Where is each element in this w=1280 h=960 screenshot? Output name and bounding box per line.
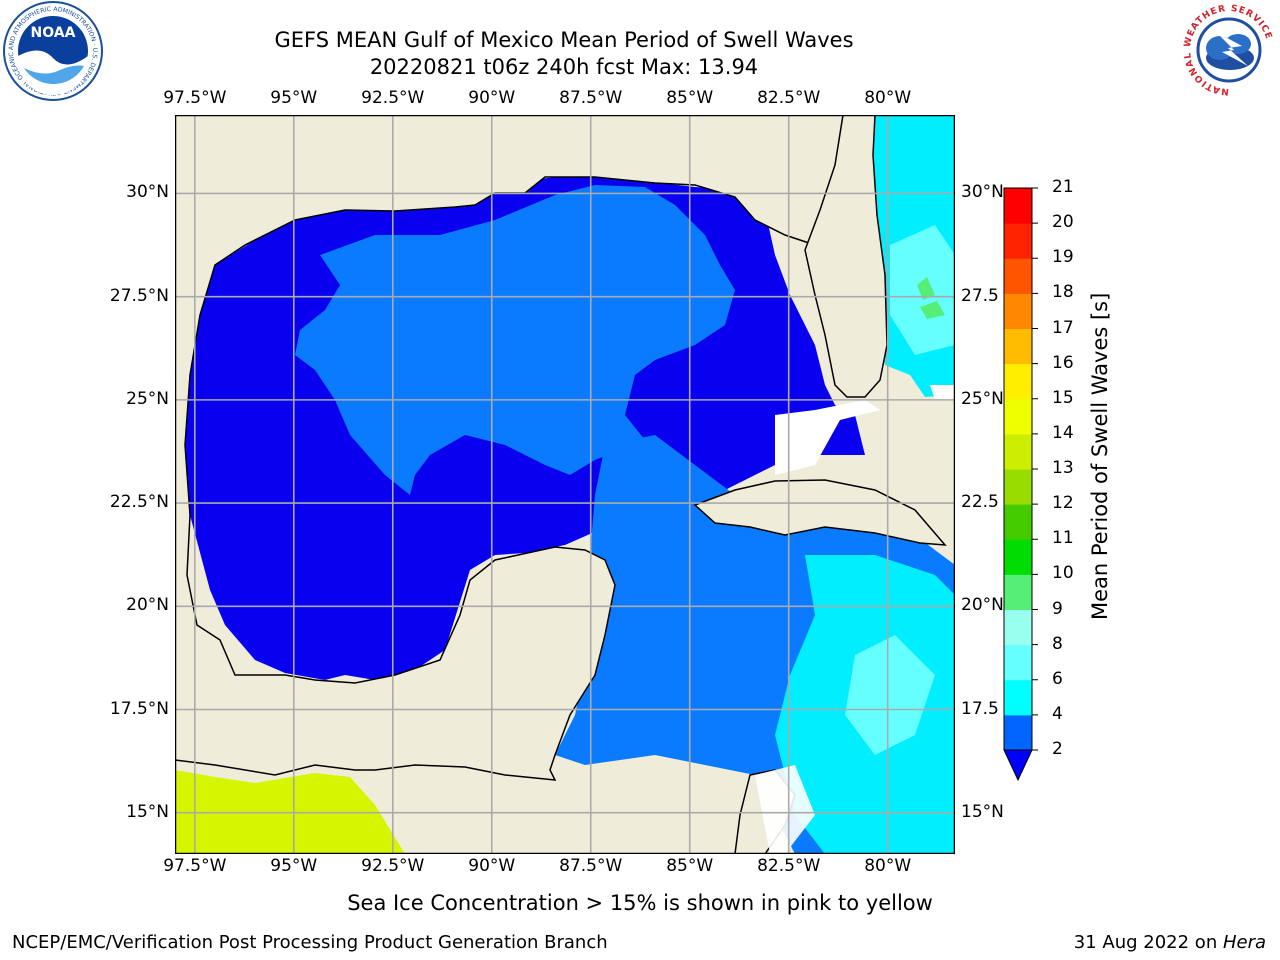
graticule (175, 115, 955, 854)
colorbar-cell (1004, 363, 1032, 400)
mexico-us-coastline (175, 115, 844, 781)
tick-label: 4 (1052, 703, 1063, 724)
tick-label: 17.5°N (109, 698, 169, 719)
tick-label: 92.5°W (361, 88, 425, 108)
map-subtitle: 20220821 t06z 240h fcst Max: 13.94 (369, 55, 759, 79)
tick-label: 27.5 (961, 285, 999, 306)
tick-label: 20 (1052, 212, 1074, 233)
caribbean-light-zone (845, 635, 935, 755)
colorbar-cell (1004, 258, 1032, 294)
colorbar-cell (1004, 328, 1032, 365)
tick-label: 16 (1052, 352, 1074, 373)
tick-label: 87.5°W (559, 856, 623, 876)
nws-logo: NATIONAL WEATHER SERVICE (1181, 2, 1277, 98)
tick-label: 80°W (864, 88, 912, 108)
footer-date-text: 31 Aug 2022 on (1073, 932, 1223, 953)
tick-label: 22.5 (961, 492, 999, 513)
tick-label: 85°W (666, 856, 714, 876)
missing-data-bahamas (930, 385, 955, 400)
atlantic-green-patch-2 (920, 301, 945, 319)
tick-label: 87.5°W (559, 88, 623, 108)
colorbar-cell (1004, 293, 1032, 329)
colorbar-cell (1004, 679, 1032, 716)
colorbar-cell (1004, 609, 1032, 646)
colorbar-label: Mean Period of Swell Waves [s] (1088, 292, 1112, 620)
footer-date: 31 Aug 2022 on Hera (1074, 932, 1266, 953)
tick-label: 30°N (961, 182, 1004, 203)
noaa-text: NOAA (31, 25, 76, 41)
atlantic-green-patch (917, 277, 935, 300)
tick-label: 97.5°W (163, 88, 227, 108)
colorbar-cell (1004, 644, 1032, 681)
tick-label: 11 (1052, 528, 1074, 549)
colorbar-cell (1004, 188, 1032, 224)
colorbar-cell (1004, 223, 1032, 259)
tick-label: 18 (1052, 282, 1074, 303)
tick-label: 25°N (961, 388, 1004, 409)
tick-label: 2 (1052, 739, 1063, 759)
tick-label: 15°N (961, 801, 1004, 822)
colorbar (1003, 187, 1038, 782)
tick-label: 20°N (961, 595, 1004, 616)
map-title: GEFS MEAN Gulf of Mexico Mean Period of … (274, 28, 854, 52)
missing-data-coast (755, 765, 815, 854)
tick-label: 17.5 (961, 698, 999, 719)
tick-label: 85°W (666, 88, 714, 108)
tick-label: 90°W (468, 856, 516, 876)
yucatan-channel-zone (585, 435, 760, 635)
tick-label: 90°W (468, 88, 516, 108)
colorbar-cell (1004, 574, 1032, 610)
florida-peninsula (804, 115, 888, 398)
tick-label: 82.5°W (757, 856, 821, 876)
tick-label: 20°N (126, 595, 169, 616)
tick-label: 15 (1052, 387, 1074, 408)
tick-label: 82.5°W (757, 88, 821, 108)
colorbar-cell (1004, 504, 1032, 540)
tick-label: 25°N (126, 388, 169, 409)
tick-label: 12 (1052, 493, 1074, 514)
tick-label: 27.5°N (109, 285, 169, 306)
tick-label: 19 (1052, 247, 1074, 268)
cuba-island (693, 479, 947, 546)
colorbar-cell (1004, 539, 1032, 575)
tick-label: 17 (1052, 317, 1074, 338)
gulf-swell-zone (295, 185, 735, 495)
colorbar-cell (1004, 714, 1032, 751)
tick-label: 22.5°N (109, 492, 169, 513)
noaa-logo: NATIONAL OCEANIC AND ATMOSPHERIC ADMINIS… (0, 0, 103, 101)
map-panel (175, 115, 955, 854)
colorbar-cell (1004, 398, 1032, 435)
tick-label: 80°W (864, 856, 912, 876)
tick-label: 15°N (126, 801, 169, 822)
tick-label: 95°W (270, 856, 318, 876)
tick-label: 6 (1052, 668, 1063, 689)
colorbar-cell (1004, 433, 1032, 470)
tick-label: 10 (1052, 563, 1074, 584)
footer-machine: Hera (1222, 932, 1266, 953)
sea-ice-note: Sea Ice Concentration > 15% is shown in … (347, 891, 933, 915)
colorbar-under-extension (1003, 749, 1033, 782)
tick-label: 92.5°W (361, 856, 425, 876)
colorbar-cell (1004, 469, 1032, 505)
map-frame (175, 115, 955, 854)
tick-label: 14 (1052, 422, 1074, 443)
tick-label: 13 (1052, 458, 1074, 478)
tick-label: 30°N (126, 182, 169, 203)
tick-label: 21 (1052, 177, 1074, 197)
missing-data-keys (775, 400, 880, 475)
footer-branch: NCEP/EMC/Verification Post Processing Pr… (12, 932, 608, 953)
tick-label: 95°W (270, 88, 318, 108)
tick-label: 9 (1052, 598, 1063, 619)
tick-label: 8 (1052, 633, 1063, 654)
tick-label: 97.5°W (163, 856, 227, 876)
